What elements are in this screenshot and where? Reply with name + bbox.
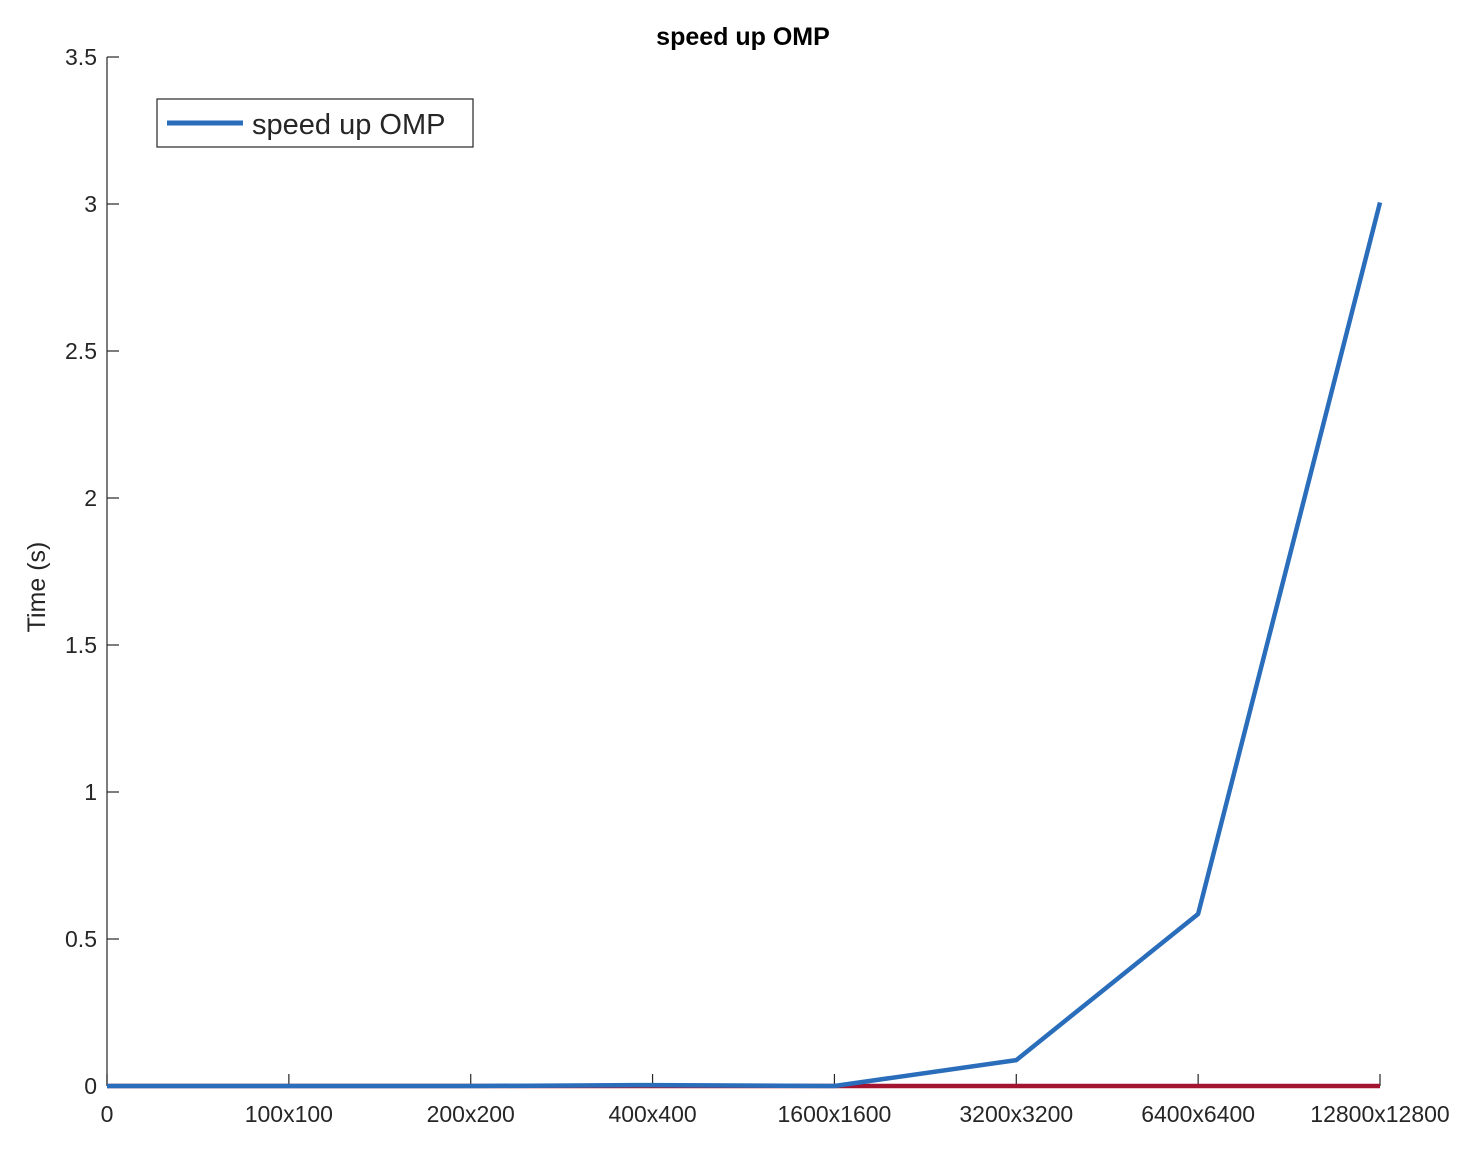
y-tick-label: 0	[84, 1073, 97, 1099]
x-tick-label: 200x200	[427, 1101, 515, 1127]
y-tick-label: 3.5	[65, 44, 97, 70]
y-ticks: 0 0.5 1 1.5 2 2.5 3 3.5	[65, 44, 119, 1099]
y-tick-label: 1.5	[65, 632, 97, 658]
y-tick-label: 2	[84, 485, 97, 511]
y-tick-label: 1	[84, 779, 97, 805]
x-tick-label: 6400x6400	[1141, 1101, 1255, 1127]
y-axis-label: Time (s)	[23, 542, 51, 633]
y-tick-label: 0.5	[65, 926, 97, 952]
legend[interactable]: speed up OMP	[156, 98, 474, 148]
series-layer	[107, 201, 1383, 1089]
chart-title: speed up OMP	[656, 23, 830, 51]
x-tick-label: 12800x12800	[1310, 1101, 1449, 1127]
y-tick-label: 2.5	[65, 338, 97, 364]
x-tick-label: 1600x1600	[778, 1101, 892, 1127]
x-tick-label: 100x100	[245, 1101, 333, 1127]
x-ticks: 0 100x100 200x200 400x400 1600x1600 3200x3200…	[101, 1074, 1450, 1127]
x-tick-label: 3200x3200	[959, 1101, 1073, 1127]
series-line-speed-up-omp	[107, 201, 1383, 1089]
y-tick-label: 3	[84, 191, 97, 217]
legend-label-speed-up-omp: speed up OMP	[252, 109, 445, 141]
x-tick-label: 400x400	[608, 1101, 696, 1127]
x-tick-label: 0	[101, 1101, 114, 1127]
